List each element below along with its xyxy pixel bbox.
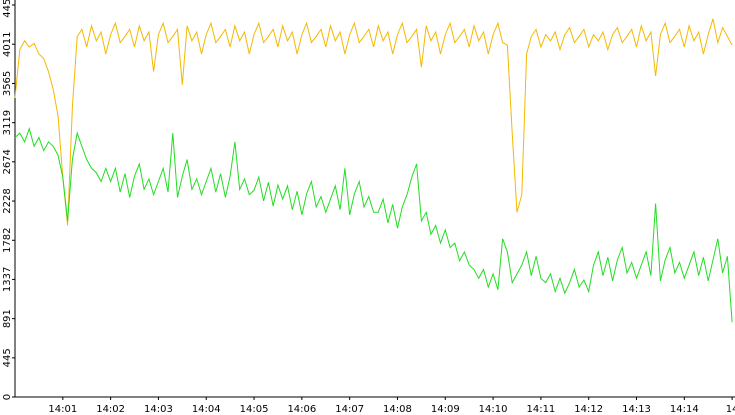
y-tick-label: 1337 [2, 267, 13, 292]
x-tick-label: 14:10 [479, 404, 508, 415]
y-tick-label: 2228 [2, 188, 13, 213]
y-tick-label: 1782 [2, 228, 13, 253]
y-tick-label: 4011 [2, 31, 13, 56]
y-tick-label: 445 [2, 348, 13, 367]
x-tick-label: 14:08 [383, 404, 412, 415]
x-tick-label: 14:04 [192, 404, 221, 415]
x-tick-label: 14 [726, 404, 735, 415]
x-tick-label: 14:01 [48, 404, 77, 415]
series-line [14, 18, 733, 226]
x-tick-label: 14:07 [335, 404, 364, 415]
x-tick-label: 14:03 [144, 404, 173, 415]
x-tick-label: 14:02 [96, 404, 125, 415]
y-tick-label: 891 [2, 309, 13, 328]
x-tick-label: 14:12 [574, 404, 603, 415]
y-tick-label: 2674 [2, 149, 13, 174]
y-tick-label: 3119 [2, 110, 13, 135]
x-tick-label: 14:09 [431, 404, 460, 415]
x-tick-label: 14:11 [526, 404, 555, 415]
y-tick-label: 4457 [2, 0, 13, 18]
x-tick-label: 14:14 [670, 404, 699, 415]
x-tick-label: 14:06 [287, 404, 316, 415]
x-tick-label: 14:05 [240, 404, 269, 415]
x-tick-label: 14:13 [622, 404, 651, 415]
series-line [14, 127, 733, 323]
y-tick-label: 3565 [2, 71, 13, 96]
y-tick-label: 0 [2, 394, 13, 400]
